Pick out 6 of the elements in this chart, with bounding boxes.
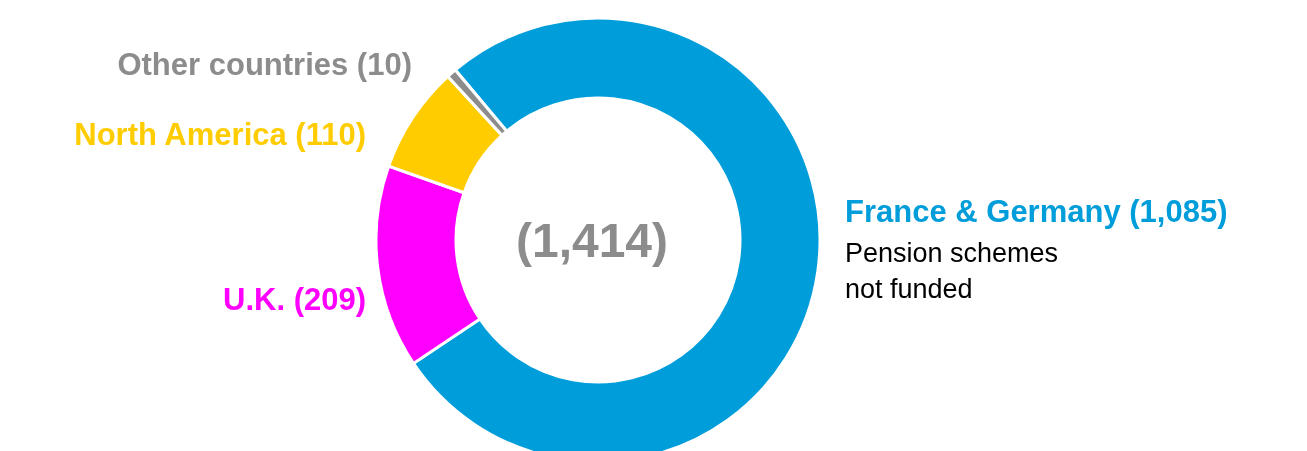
slice-label: Other countries (10) xyxy=(117,47,412,82)
slice-label: France & Germany (1,085) xyxy=(845,194,1228,229)
text: Pension schemes not funded xyxy=(845,238,1059,304)
slice-label: North America (110) xyxy=(74,117,366,152)
text: (1,414) xyxy=(515,214,669,267)
slice-label: U.K. (209) xyxy=(223,282,366,317)
